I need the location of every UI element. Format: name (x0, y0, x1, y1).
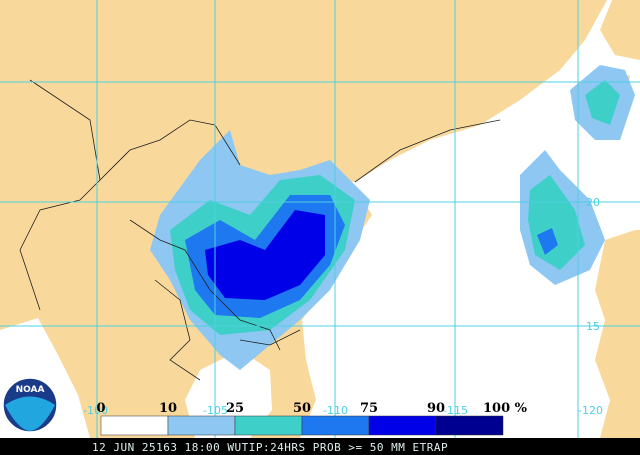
colorbar-segment (301, 415, 370, 436)
grid-label: -105 (203, 404, 228, 417)
footer-text: 12 JUN 25163 18:00 WUTIP:24HRS PROB >= 5… (92, 441, 448, 454)
borders (19, 79, 501, 381)
colorbar-label: 75 (360, 401, 378, 416)
colorbar-label: 0 (96, 401, 105, 416)
colorbar-segment (368, 415, 437, 436)
land-ne (600, 0, 640, 60)
border-line (354, 119, 501, 183)
rain-25-ne (585, 80, 620, 125)
grid-label: -110 (323, 404, 348, 417)
colorbar-label: 50 (293, 401, 311, 416)
rain (150, 65, 635, 370)
border-line (239, 329, 301, 346)
colorbar-segment (435, 415, 504, 436)
border-line (19, 179, 101, 311)
noaa-logo: NOAA (2, 377, 58, 433)
colorbar-label: 10 (159, 401, 177, 416)
colorbar-segment (234, 415, 303, 436)
border-line (154, 279, 201, 381)
colorbar-label: 90 (427, 401, 445, 416)
colorbar: 0 10 25 50 75 90 100 % (96, 401, 528, 436)
rain-75 (205, 210, 325, 300)
ocean (240, 0, 640, 438)
rain-50-east (537, 228, 558, 255)
colorbar-label: 25 (226, 401, 244, 416)
grid-label: -100 (83, 404, 108, 417)
border-line (129, 219, 281, 351)
border-line (29, 79, 241, 181)
footer-bar (0, 438, 640, 455)
colorbar-segment (167, 415, 236, 436)
graticule (0, 0, 640, 438)
logo-text: NOAA (16, 385, 45, 395)
grid-label: 20 (586, 196, 600, 209)
colorbar-segment (100, 415, 169, 436)
grid-label: -120 (578, 404, 603, 417)
philippines (595, 230, 640, 438)
logo-wave (5, 396, 55, 431)
colorbar-label: 100 % (483, 401, 528, 416)
grid-label: 15 (586, 320, 600, 333)
grid-label: -115 (443, 404, 468, 417)
